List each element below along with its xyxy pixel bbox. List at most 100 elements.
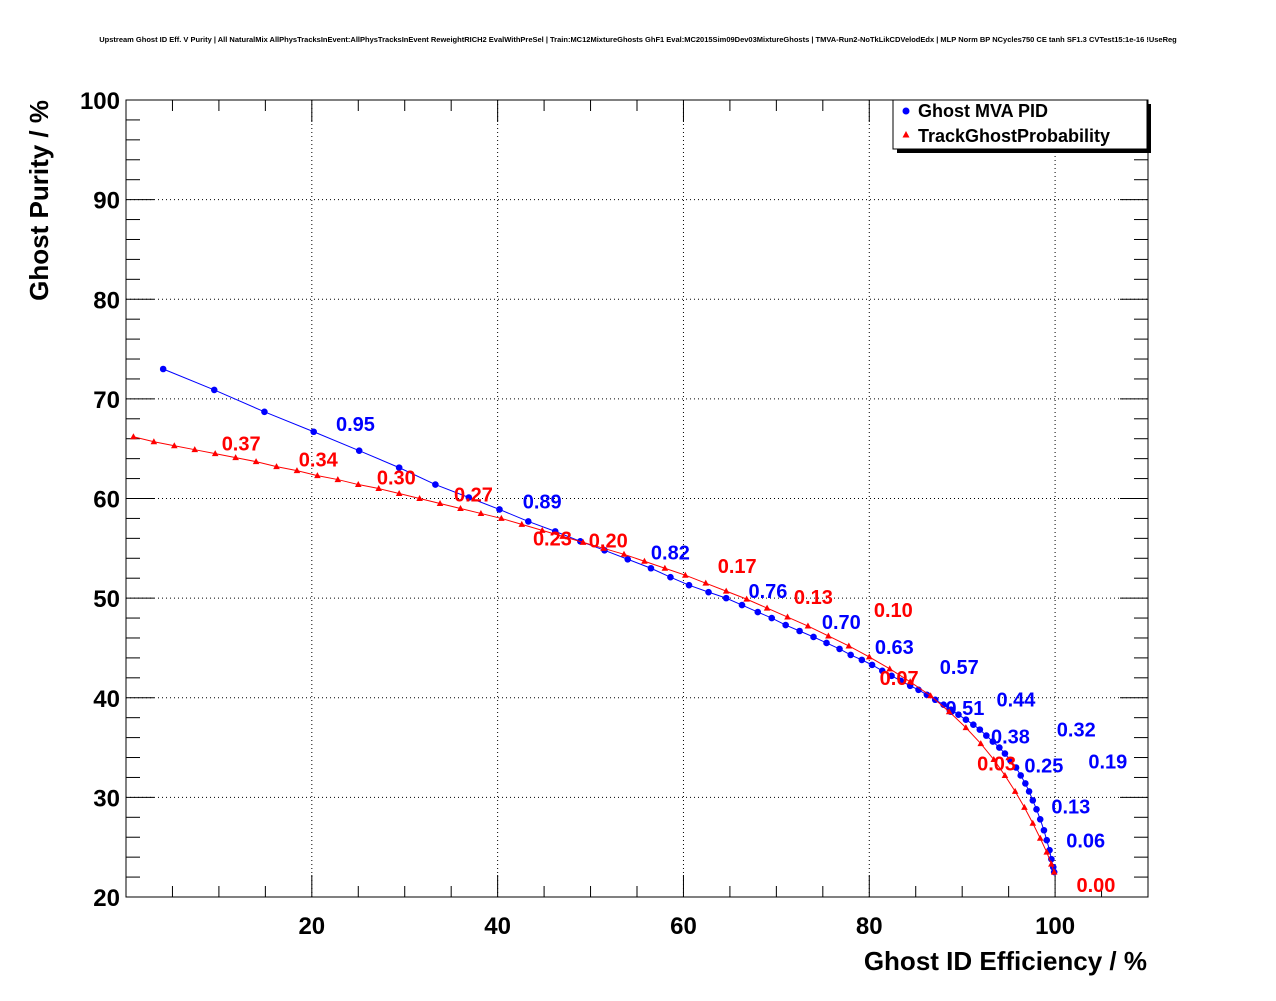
y-tick-label: 90 <box>93 188 120 215</box>
data-label: 0.27 <box>454 485 493 507</box>
data-point <box>810 633 817 641</box>
x-tick-label: 100 <box>1035 913 1075 940</box>
data-point <box>784 613 791 620</box>
data-point <box>620 550 628 557</box>
data-point <box>945 708 953 715</box>
data-label: 0.25 <box>1024 756 1063 778</box>
legend-marker-triangle <box>902 131 910 138</box>
legend: Ghost MVA PID TrackGhostProbability <box>892 99 1151 153</box>
chart-title: Upstream Ghost ID Eff. V Purity | All Na… <box>99 35 1177 44</box>
data-point <box>130 433 137 440</box>
x-tick-label: 40 <box>484 913 511 940</box>
data-point <box>768 614 776 622</box>
data-point <box>886 665 894 672</box>
data-point <box>524 518 532 525</box>
data-point <box>983 732 990 739</box>
data-point <box>579 538 587 545</box>
x-axis-label: Ghost ID Efficiency / % <box>864 946 1147 976</box>
y-tick-label: 40 <box>93 686 120 713</box>
data-point <box>878 667 886 675</box>
data-point <box>171 442 178 449</box>
data-point <box>977 740 985 747</box>
data-label: 0.76 <box>748 581 787 603</box>
data-point <box>667 573 674 581</box>
data-label: 0.13 <box>794 587 833 609</box>
data-point <box>825 632 832 639</box>
data-point <box>159 365 167 373</box>
grid <box>126 100 1148 897</box>
data-label: 0.38 <box>991 727 1030 749</box>
data-point <box>647 564 655 572</box>
data-point <box>962 724 970 731</box>
data-point <box>888 672 895 680</box>
data-point <box>782 621 789 629</box>
data-point <box>1029 819 1037 826</box>
data-label: 0.20 <box>589 530 628 552</box>
data-point <box>1033 806 1040 813</box>
data-point <box>1029 797 1037 804</box>
data-label: 0.00 <box>1076 875 1115 897</box>
data-point <box>865 653 873 660</box>
data-point <box>416 495 423 501</box>
x-tick-label: 60 <box>670 913 697 940</box>
data-label: 0.70 <box>822 612 861 634</box>
data-point <box>847 651 854 659</box>
data-label: 0.10 <box>874 600 913 622</box>
data-point <box>1021 803 1028 810</box>
y-tick-label: 30 <box>93 785 120 812</box>
data-label: 0.17 <box>718 556 757 578</box>
series-layer: 0.95 0.89 0.82 0.76 0.70 0.63 0.57 0.51 0.44 0.38… <box>130 365 1127 897</box>
data-point <box>722 587 730 594</box>
data-point <box>465 494 473 501</box>
series-line <box>133 436 1055 873</box>
data-point <box>1043 836 1051 844</box>
data-point <box>989 738 997 745</box>
data-point <box>868 661 876 669</box>
data-point <box>1043 848 1051 855</box>
data-point <box>457 504 464 511</box>
data-point <box>845 642 853 649</box>
data-label: 0.34 <box>299 450 339 472</box>
data-point <box>1001 771 1009 778</box>
data-label: 0.44 <box>996 690 1036 712</box>
data-label: 0.32 <box>1057 720 1096 742</box>
data-point <box>996 744 1003 751</box>
x-tick-label: 20 <box>298 913 325 940</box>
data-point <box>940 701 947 709</box>
data-point <box>1011 787 1019 794</box>
y-tick-label: 70 <box>93 387 120 414</box>
data-point <box>395 464 403 471</box>
data-point <box>261 408 268 416</box>
data-point <box>970 721 977 728</box>
data-point <box>273 463 280 470</box>
data-point <box>836 645 843 653</box>
data-label: 0.19 <box>1088 752 1127 774</box>
data-point <box>1040 826 1048 834</box>
data-point <box>232 454 239 461</box>
legend-box <box>892 99 1148 150</box>
data-point <box>682 571 689 578</box>
y-tick-label: 60 <box>93 487 120 514</box>
data-point <box>211 450 219 457</box>
y-tick-label: 50 <box>93 586 120 613</box>
y-axis-label: Ghost Purity / % <box>24 100 54 301</box>
data-point <box>722 594 730 602</box>
data-point <box>897 677 905 685</box>
data-point <box>191 446 199 453</box>
data-point <box>1001 750 1009 757</box>
data-point <box>685 581 693 589</box>
data-point <box>796 627 803 635</box>
data-point <box>641 557 648 564</box>
data-label: 0.23 <box>533 528 572 550</box>
data-point <box>823 639 830 647</box>
data-point <box>477 509 485 516</box>
data-point <box>293 467 301 474</box>
data-point <box>538 526 546 533</box>
data-label: 0.82 <box>651 542 690 564</box>
data-point <box>334 476 342 483</box>
data-point <box>150 438 158 445</box>
data-point <box>1022 780 1029 787</box>
data-point <box>906 678 914 685</box>
data-point <box>1036 834 1044 841</box>
